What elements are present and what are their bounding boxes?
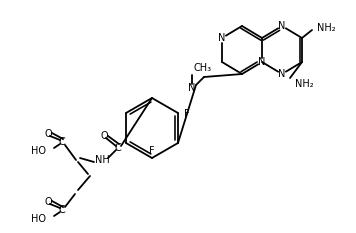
Text: O: O [44,129,52,139]
Text: HO: HO [31,146,46,156]
Text: NH₂: NH₂ [317,23,336,33]
Text: F: F [184,109,190,119]
Text: N: N [278,69,286,79]
Text: C: C [59,137,66,147]
Text: F: F [149,146,155,156]
Text: C: C [115,143,121,153]
Text: NH: NH [95,155,109,165]
Text: O: O [100,131,108,141]
Text: N: N [188,83,196,93]
Text: N: N [218,33,226,43]
Text: N: N [278,21,286,31]
Text: C: C [59,205,66,215]
Text: NH₂: NH₂ [295,79,314,89]
Text: HO: HO [31,214,46,224]
Text: CH₃: CH₃ [194,63,212,73]
Text: O: O [44,197,52,207]
Text: N: N [258,57,266,67]
